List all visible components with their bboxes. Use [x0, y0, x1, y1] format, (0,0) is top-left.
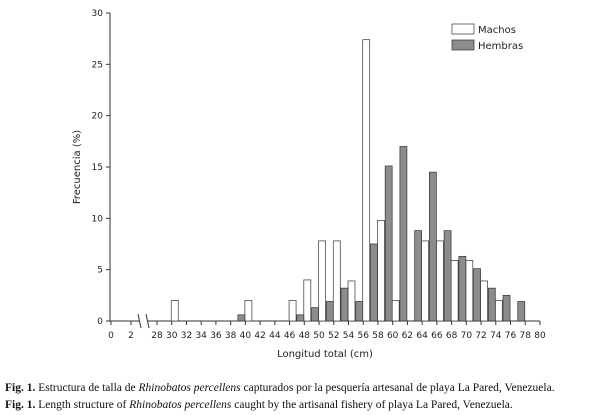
legend-swatch [451, 23, 475, 35]
caption-label: Fig. 1. [5, 399, 35, 411]
y-tick-label: 30 [92, 9, 104, 19]
legend-label: Machos [478, 25, 516, 36]
x-tick-label: 76 [505, 331, 517, 341]
x-tick-label: 0 [108, 331, 114, 341]
x-tick-label: 68 [446, 331, 458, 341]
caption-text: caught by the artisanal fishery of playa… [231, 399, 513, 411]
caption-text: Estructura de talla de [35, 382, 138, 394]
bar [502, 294, 511, 322]
x-tick-label: 40 [240, 331, 252, 341]
bar [391, 300, 400, 322]
bar [325, 301, 334, 322]
x-tick-label: 80 [534, 331, 546, 341]
y-tick-label: 25 [92, 60, 103, 70]
y-tick-label: 20 [92, 112, 104, 122]
caption-en: Fig. 1. Length structure of Rhinobatos p… [5, 399, 513, 411]
x-tick-label: 44 [269, 331, 281, 341]
bar [303, 279, 312, 322]
x-tick-label: 36 [210, 331, 222, 341]
bar [465, 260, 474, 322]
bar [296, 314, 305, 322]
bar [288, 300, 297, 322]
y-axis-label: Frecuencia (%) [72, 130, 83, 204]
x-tick-label: 62 [402, 331, 413, 341]
bar [347, 280, 356, 322]
x-tick-label: 50 [313, 331, 325, 341]
x-tick-label: 56 [357, 331, 369, 341]
bar [487, 287, 496, 322]
y-tick-label: 15 [92, 163, 103, 173]
bar [421, 240, 429, 322]
bar [450, 260, 459, 322]
bar [318, 240, 326, 322]
bar [480, 280, 488, 322]
x-tick-label: 52 [328, 331, 339, 341]
caption-species: Rhinobatos percellens [128, 399, 232, 411]
bar [436, 240, 444, 322]
x-tick-label: 74 [490, 331, 502, 341]
bar [517, 301, 526, 322]
bar [170, 300, 179, 322]
y-tick-label: 5 [97, 266, 103, 276]
caption-species: Rhinobatos percellens [138, 382, 242, 394]
y-tick-label: 0 [97, 317, 103, 327]
caption-label: Fig. 1. [5, 382, 35, 394]
bar [384, 165, 393, 322]
axis-break [145, 313, 150, 329]
x-tick-label: 58 [372, 331, 384, 341]
y-tick-label: 10 [92, 214, 104, 224]
bar [362, 39, 371, 322]
bar [377, 220, 385, 322]
bar [311, 307, 319, 322]
x-tick-label: 78 [520, 331, 532, 341]
x-tick-label: 34 [195, 331, 207, 341]
axis-break [137, 313, 142, 329]
legend-swatch [451, 39, 475, 51]
bar [237, 314, 246, 322]
caption-es: Fig. 1. Estructura de talla de Rhinobato… [5, 382, 555, 394]
bar [443, 230, 452, 322]
x-tick-label: 32 [181, 331, 192, 341]
bar [494, 300, 503, 322]
bar [458, 255, 467, 322]
bar [473, 268, 481, 322]
x-tick-label: 66 [431, 331, 443, 341]
bar [399, 146, 408, 322]
bar [429, 171, 437, 322]
x-tick-label: 70 [461, 331, 473, 341]
x-tick-label: 46 [284, 331, 296, 341]
caption-text: Length structure of [35, 399, 129, 411]
caption-text: capturados por la pesquería artesanal de… [241, 382, 555, 394]
x-tick-label: 38 [225, 331, 237, 341]
bar [332, 240, 341, 322]
x-tick-label: 60 [387, 331, 399, 341]
x-tick-label: 54 [343, 331, 355, 341]
x-tick-label: 72 [475, 331, 486, 341]
bar [340, 287, 349, 322]
bar [370, 243, 378, 322]
x-tick-label: 28 [151, 331, 163, 341]
bar [244, 300, 253, 322]
bar [414, 230, 422, 322]
x-tick-label: 48 [299, 331, 311, 341]
x-axis-label: Longitud total (cm) [277, 349, 373, 360]
legend-label: Hembras [478, 41, 523, 52]
bar [355, 301, 364, 322]
x-tick-label: 30 [166, 331, 178, 341]
x-tick-label: 42 [254, 331, 265, 341]
x-tick-label: 64 [416, 331, 428, 341]
x-tick-label: 2 [128, 331, 134, 341]
